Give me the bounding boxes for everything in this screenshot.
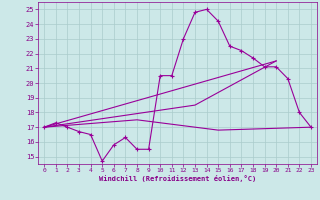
X-axis label: Windchill (Refroidissement éolien,°C): Windchill (Refroidissement éolien,°C): [99, 175, 256, 182]
